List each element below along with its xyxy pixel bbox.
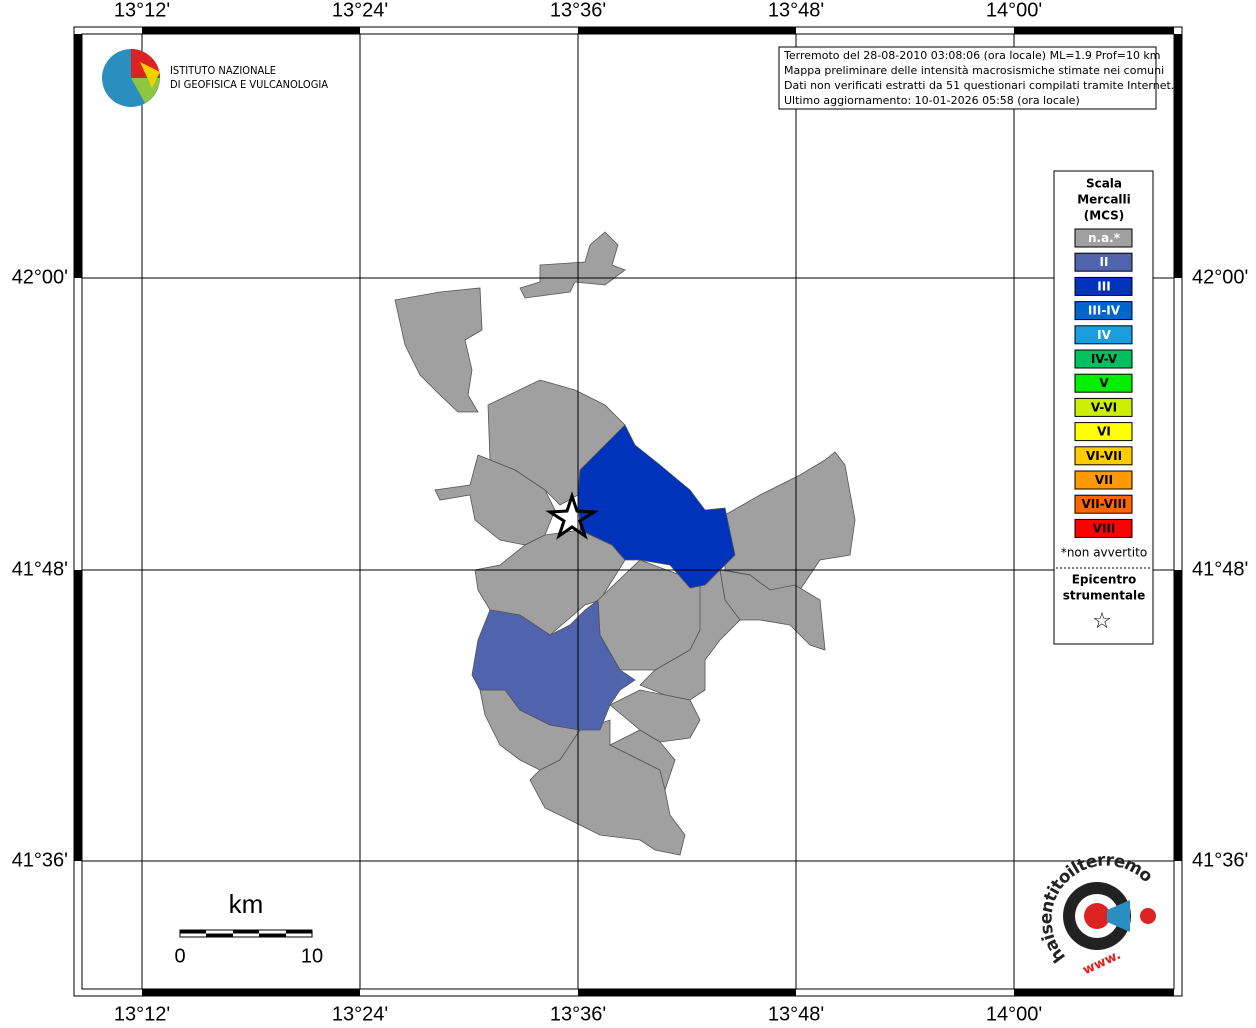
scale-segment	[233, 930, 259, 934]
legend-label: III	[1097, 279, 1110, 293]
lon-label: 13°24'	[332, 0, 388, 21]
legend-swatch	[1074, 301, 1133, 321]
legend-swatch	[1074, 349, 1133, 369]
legend-label: VII-VIII	[1081, 497, 1126, 511]
ingv-logo: ISTITUTO NAZIONALE DI GEOFISICA E VULCAN…	[102, 49, 328, 107]
legend-swatch	[1074, 228, 1133, 248]
logo-segment	[140, 62, 160, 88]
info-line: Dati non verificati estratti da 51 quest…	[784, 79, 1174, 92]
lat-label: 42°00'	[12, 266, 68, 288]
region-ii	[471, 599, 636, 731]
institute-line: ISTITUTO NAZIONALE	[170, 64, 276, 77]
info-line: Mappa preliminare delle intensità macros…	[784, 64, 1164, 77]
lon-label: 13°24'	[332, 1003, 388, 1024]
legend-epicenter: strumentale	[1063, 589, 1146, 603]
scale-segment	[259, 933, 286, 937]
legend-label: n.a.*	[1088, 231, 1121, 245]
legend-swatch	[1074, 422, 1133, 442]
lat-label: 41°36'	[1192, 849, 1248, 871]
lat-label: 41°48'	[1192, 558, 1248, 580]
legend-star: ☆	[1092, 609, 1112, 634]
scale-segment	[206, 933, 233, 937]
legend-label: V-VI	[1091, 400, 1117, 414]
legend-label: V	[1099, 376, 1109, 390]
lon-label: 13°36'	[550, 0, 606, 21]
lon-label: 14°00'	[986, 0, 1042, 21]
info-box	[778, 46, 1157, 110]
lon-label: 13°48'	[768, 0, 824, 21]
lat-label: 41°48'	[12, 558, 68, 580]
legend-epicenter: Epicentro	[1072, 573, 1137, 587]
logo-target	[1084, 903, 1110, 929]
legend: ScalaMercalli(MCS)n.a.*IIIIIIII-IVIVIV-V…	[1061, 177, 1147, 635]
legend-label: IV-V	[1091, 352, 1118, 366]
legend-swatch	[1074, 470, 1133, 490]
scale-segment	[286, 930, 312, 934]
scale-segment	[180, 930, 206, 934]
legend-label: III-IV	[1088, 304, 1121, 318]
legend-label: IV	[1097, 328, 1111, 342]
scale-unit: km	[229, 889, 264, 919]
legend-label: VII	[1095, 473, 1113, 487]
institute-line: DI GEOFISICA E VULCANOLOGIA	[170, 78, 328, 91]
legend-title: Scala	[1086, 177, 1122, 191]
graticule: 13°12' 13°12' 13°24' 13°24' 13°36' 13°36' 13°4…	[12, 0, 1249, 1025]
logo-badge	[1140, 908, 1156, 924]
legend-title: Mercalli	[1077, 193, 1131, 207]
lon-label: 14°00'	[986, 1003, 1042, 1024]
lon-label: 13°12'	[114, 1003, 170, 1024]
lon-label: 13°48'	[768, 1003, 824, 1024]
legend-swatch	[1074, 446, 1133, 466]
legend-swatch	[1074, 518, 1133, 538]
info-text: Terremoto del 28-08-2010 03:08:06 (ora l…	[783, 49, 1174, 107]
scale-tick: 0	[174, 945, 185, 967]
legend-swatch	[1074, 325, 1133, 345]
lat-label: 41°36'	[12, 849, 68, 871]
epicenter-star	[545, 491, 599, 540]
legend-note: *non avvertito	[1061, 546, 1147, 560]
legend-label: VI	[1097, 425, 1111, 439]
info-line: Ultimo aggiornamento: 10-01-2026 05:58 (…	[784, 94, 1080, 107]
region-iii	[577, 424, 736, 589]
legend-title: (MCS)	[1084, 209, 1125, 223]
legend-swatch	[1074, 373, 1133, 393]
legend-swatch	[1074, 276, 1133, 296]
lon-label: 13°12'	[114, 0, 170, 21]
legend-swatch	[1074, 397, 1133, 417]
legend-swatch	[1074, 252, 1133, 272]
info-line: Terremoto del 28-08-2010 03:08:06 (ora l…	[783, 49, 1161, 62]
scale-tick: 10	[301, 945, 323, 967]
legend-label: II	[1100, 255, 1109, 269]
legend-label: VIII	[1093, 521, 1116, 535]
lat-label: 42°00'	[1192, 266, 1248, 288]
legend-swatch	[1074, 494, 1133, 514]
lon-label: 13°36'	[550, 1003, 606, 1024]
logo-speaker	[1107, 900, 1130, 932]
scale-bar: km 0 10	[174, 889, 323, 967]
frame-ticks	[74, 27, 1182, 996]
legend-label: VI-VII	[1086, 449, 1122, 463]
